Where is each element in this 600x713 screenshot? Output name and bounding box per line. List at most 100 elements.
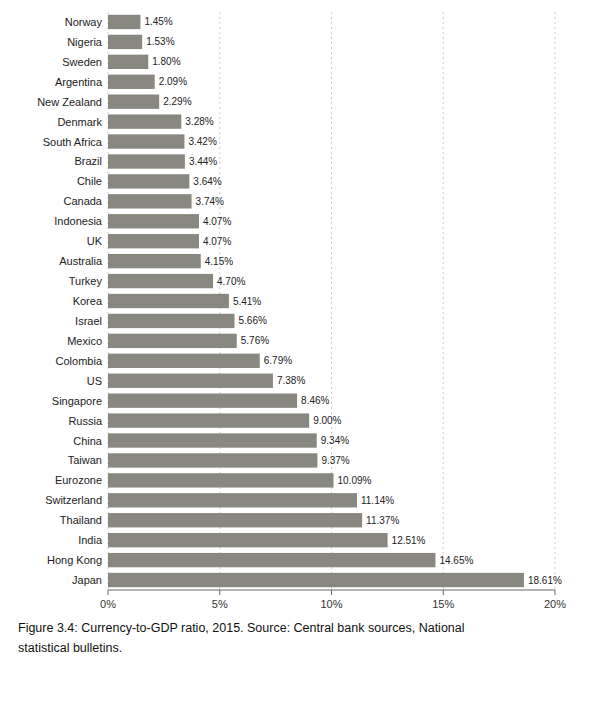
- bar: [108, 154, 185, 168]
- bar: [108, 254, 201, 268]
- bar: [108, 433, 317, 447]
- data-label: 12.51%: [392, 535, 426, 546]
- tick-mark: [331, 590, 332, 595]
- bar: [108, 533, 388, 547]
- tick-label: 0%: [100, 598, 116, 610]
- bar: [108, 573, 524, 587]
- page: {"chart_data": {"type": "bar", "orientat…: [0, 0, 600, 713]
- bar: [108, 553, 435, 567]
- data-label: 4.15%: [205, 256, 233, 267]
- category-label: China: [73, 435, 103, 447]
- bar: [108, 314, 235, 328]
- data-label: 3.74%: [196, 196, 224, 207]
- tick-mark: [108, 590, 109, 595]
- data-label: 10.09%: [338, 475, 372, 486]
- bar: [108, 374, 273, 388]
- category-label: Korea: [73, 295, 103, 307]
- grid-line: [555, 12, 556, 590]
- data-label: 4.07%: [203, 216, 231, 227]
- category-label: Hong Kong: [47, 554, 102, 566]
- data-label: 1.53%: [146, 36, 174, 47]
- y-axis: JapanHong KongIndiaThailandSwitzerlandEu…: [37, 16, 103, 586]
- data-label: 9.34%: [321, 435, 349, 446]
- category-label: New Zealand: [37, 96, 102, 108]
- data-label: 9.37%: [321, 455, 349, 466]
- bar: [108, 55, 148, 69]
- category-label: Chile: [77, 175, 102, 187]
- bar: [108, 114, 181, 128]
- grid-line: [443, 12, 444, 590]
- data-label: 3.42%: [188, 136, 216, 147]
- category-label: Brazil: [74, 155, 102, 167]
- data-label: 1.80%: [152, 56, 180, 67]
- data-label: 9.00%: [313, 415, 341, 426]
- category-label: US: [87, 375, 102, 387]
- bar: [108, 473, 334, 487]
- category-label: Turkey: [69, 275, 103, 287]
- category-label: UK: [87, 235, 103, 247]
- data-label: 3.28%: [185, 116, 213, 127]
- category-label: Colombia: [56, 355, 103, 367]
- chart: 0% 5% 10% 15% 20% Japan Hong Kong India Thailand…: [0, 0, 600, 713]
- data-label: 3.64%: [193, 176, 221, 187]
- category-label: Russia: [68, 415, 103, 427]
- tick-label: 10%: [320, 598, 342, 610]
- x-axis: 0% 5% 10% 15% 20%: [100, 590, 566, 610]
- data-label: 5.76%: [241, 335, 269, 346]
- tick-label: 15%: [432, 598, 454, 610]
- bar: [108, 294, 229, 308]
- data-label: 6.79%: [264, 355, 292, 366]
- data-label: 11.14%: [361, 495, 394, 506]
- tick-mark: [555, 590, 556, 595]
- data-labels: 18.61%14.65%12.51%11.37%11.14%10.09%9.37…: [144, 16, 562, 585]
- data-label: 2.09%: [159, 76, 187, 87]
- bar: [108, 453, 317, 467]
- grid: [108, 12, 555, 590]
- category-label: Sweden: [62, 56, 102, 68]
- category-label: Argentina: [55, 76, 103, 88]
- data-label: 8.46%: [301, 395, 329, 406]
- category-label: Israel: [75, 315, 102, 327]
- bar: [108, 274, 213, 288]
- data-label: 4.70%: [217, 276, 245, 287]
- axis-line: [108, 590, 555, 591]
- tick-mark: [219, 590, 220, 595]
- data-label: 14.65%: [439, 555, 473, 566]
- category-label: Nigeria: [67, 36, 103, 48]
- bar: [108, 174, 189, 188]
- category-label: South Africa: [43, 136, 103, 148]
- data-label: 2.29%: [163, 96, 191, 107]
- data-label: 18.61%: [528, 575, 562, 586]
- caption-line: statistical bulletins.: [18, 641, 122, 655]
- category-label: Denmark: [57, 116, 102, 128]
- bar: [108, 493, 357, 507]
- bar: [108, 15, 140, 29]
- category-label: Mexico: [67, 335, 102, 347]
- bar: [108, 513, 362, 527]
- category-label: Singapore: [52, 395, 102, 407]
- bar: [108, 134, 184, 148]
- bar: [108, 194, 192, 208]
- bar: [108, 334, 237, 348]
- tick-mark: [443, 590, 444, 595]
- caption-line: Figure 3.4: Currency-to-GDP ratio, 2015.…: [18, 621, 465, 635]
- data-label: 5.66%: [239, 315, 267, 326]
- category-label: India: [78, 534, 103, 546]
- data-label: 5.41%: [233, 296, 261, 307]
- category-label: Taiwan: [68, 454, 102, 466]
- data-label: 3.44%: [189, 156, 217, 167]
- category-label: Thailand: [60, 514, 102, 526]
- bar: [108, 214, 199, 228]
- category-label: Indonesia: [54, 215, 103, 227]
- bar: [108, 35, 142, 49]
- category-label: Japan: [72, 574, 102, 586]
- category-label: Norway: [65, 16, 103, 28]
- tick-label: 20%: [544, 598, 566, 610]
- bar: [108, 234, 199, 248]
- category-label: Canada: [63, 195, 102, 207]
- tick-label: 5%: [212, 598, 228, 610]
- bar: [108, 354, 260, 368]
- data-label: 4.07%: [203, 236, 231, 247]
- category-label: Australia: [59, 255, 103, 267]
- bar: [108, 75, 155, 89]
